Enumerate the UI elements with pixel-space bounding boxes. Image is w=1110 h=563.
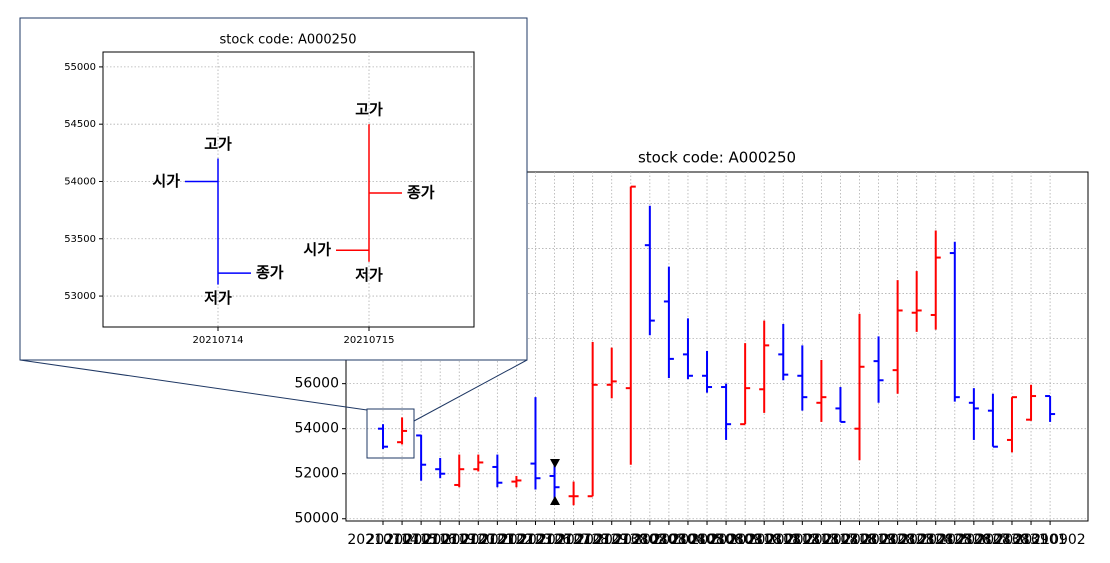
x-tick-label: 20210826 — [919, 532, 990, 548]
x-tick-label: 20210722 — [462, 532, 533, 548]
x-tick-label: 20210726 — [500, 532, 571, 548]
x-tick-label: 20210720 — [424, 532, 495, 548]
annotation-close: 종가 — [407, 183, 435, 201]
x-tick-label: 20210716 — [385, 532, 456, 548]
chart-title: stock code: A000250 — [638, 149, 796, 167]
x-tick-label: 20210803 — [614, 532, 685, 548]
zoom-connector — [413, 359, 528, 422]
x-tick-label: 20210715 — [344, 335, 395, 346]
annotation-low: 저가 — [355, 266, 383, 284]
x-tick-label: 20210819 — [824, 532, 895, 548]
annotation-open: 시가 — [152, 172, 180, 190]
marker-low — [550, 496, 560, 505]
x-tick-label: 20210727 — [519, 532, 590, 548]
x-tick-label: 20210830 — [957, 532, 1028, 548]
x-tick-label: 20210820 — [843, 532, 914, 548]
x-tick-label: 20210810 — [710, 532, 781, 548]
x-tick-label: 20210806 — [671, 532, 742, 548]
x-tick-label: 20210723 — [481, 532, 552, 548]
annotation-high: 고가 — [355, 101, 383, 119]
y-tick-label: 54000 — [294, 421, 339, 437]
x-tick-label: 20210827 — [938, 532, 1009, 548]
y-tick-label: 53000 — [64, 291, 96, 302]
x-tick-label: 20210804 — [633, 532, 704, 548]
y-tick-label: 54500 — [64, 119, 96, 130]
annotation-high: 고가 — [204, 135, 232, 153]
x-tick-label: 20210729 — [557, 532, 628, 548]
x-tick-label: 20210805 — [652, 532, 723, 548]
zoom-connector — [19, 359, 368, 411]
annotation-close: 종가 — [256, 264, 284, 282]
x-tick-label: 20210817 — [786, 532, 857, 548]
x-tick-label: 20210802 — [595, 532, 666, 548]
x-tick-label: 20210813 — [767, 532, 838, 548]
x-tick-label: 20210831 — [976, 532, 1047, 548]
x-tick-label: 20210823 — [862, 532, 933, 548]
annotation-open: 시가 — [303, 241, 331, 259]
inset-panel — [19, 17, 528, 361]
zoom-box — [366, 408, 415, 459]
x-tick-label: 20210812 — [748, 532, 819, 548]
x-tick-label: 20210728 — [538, 532, 609, 548]
x-tick-label: 20210714 — [193, 335, 244, 346]
marker-high — [550, 459, 560, 468]
y-tick-label: 52000 — [294, 466, 339, 482]
chart-title: stock code: A000250 — [219, 33, 356, 48]
x-tick-label: 20210824 — [881, 532, 952, 548]
y-tick-label: 56000 — [294, 376, 339, 392]
x-tick-label: 20210811 — [729, 532, 800, 548]
y-tick-label: 50000 — [294, 511, 339, 527]
plot-frame — [102, 51, 475, 328]
x-tick-label: 20210809 — [690, 532, 761, 548]
x-tick-label: 20210721 — [443, 532, 514, 548]
inset-chart: stock code: A000250 53000 53500 54000 54500… — [19, 17, 528, 361]
x-tick-label: 20210902 — [1014, 532, 1085, 548]
x-tick-label: 20210901 — [995, 532, 1066, 548]
x-tick-label: 20210825 — [900, 532, 971, 548]
annotation-low: 저가 — [204, 289, 232, 307]
x-tick-label: 20210714 — [347, 532, 418, 548]
y-tick-label: 55000 — [64, 62, 96, 73]
x-tick-label: 20210715 — [366, 532, 437, 548]
y-tick-label: 54000 — [64, 176, 96, 187]
x-tick-label: 20210818 — [805, 532, 876, 548]
x-tick-label: 20210719 — [405, 532, 476, 548]
y-tick-label: 53500 — [64, 234, 96, 245]
x-tick-label: 20210730 — [576, 532, 647, 548]
